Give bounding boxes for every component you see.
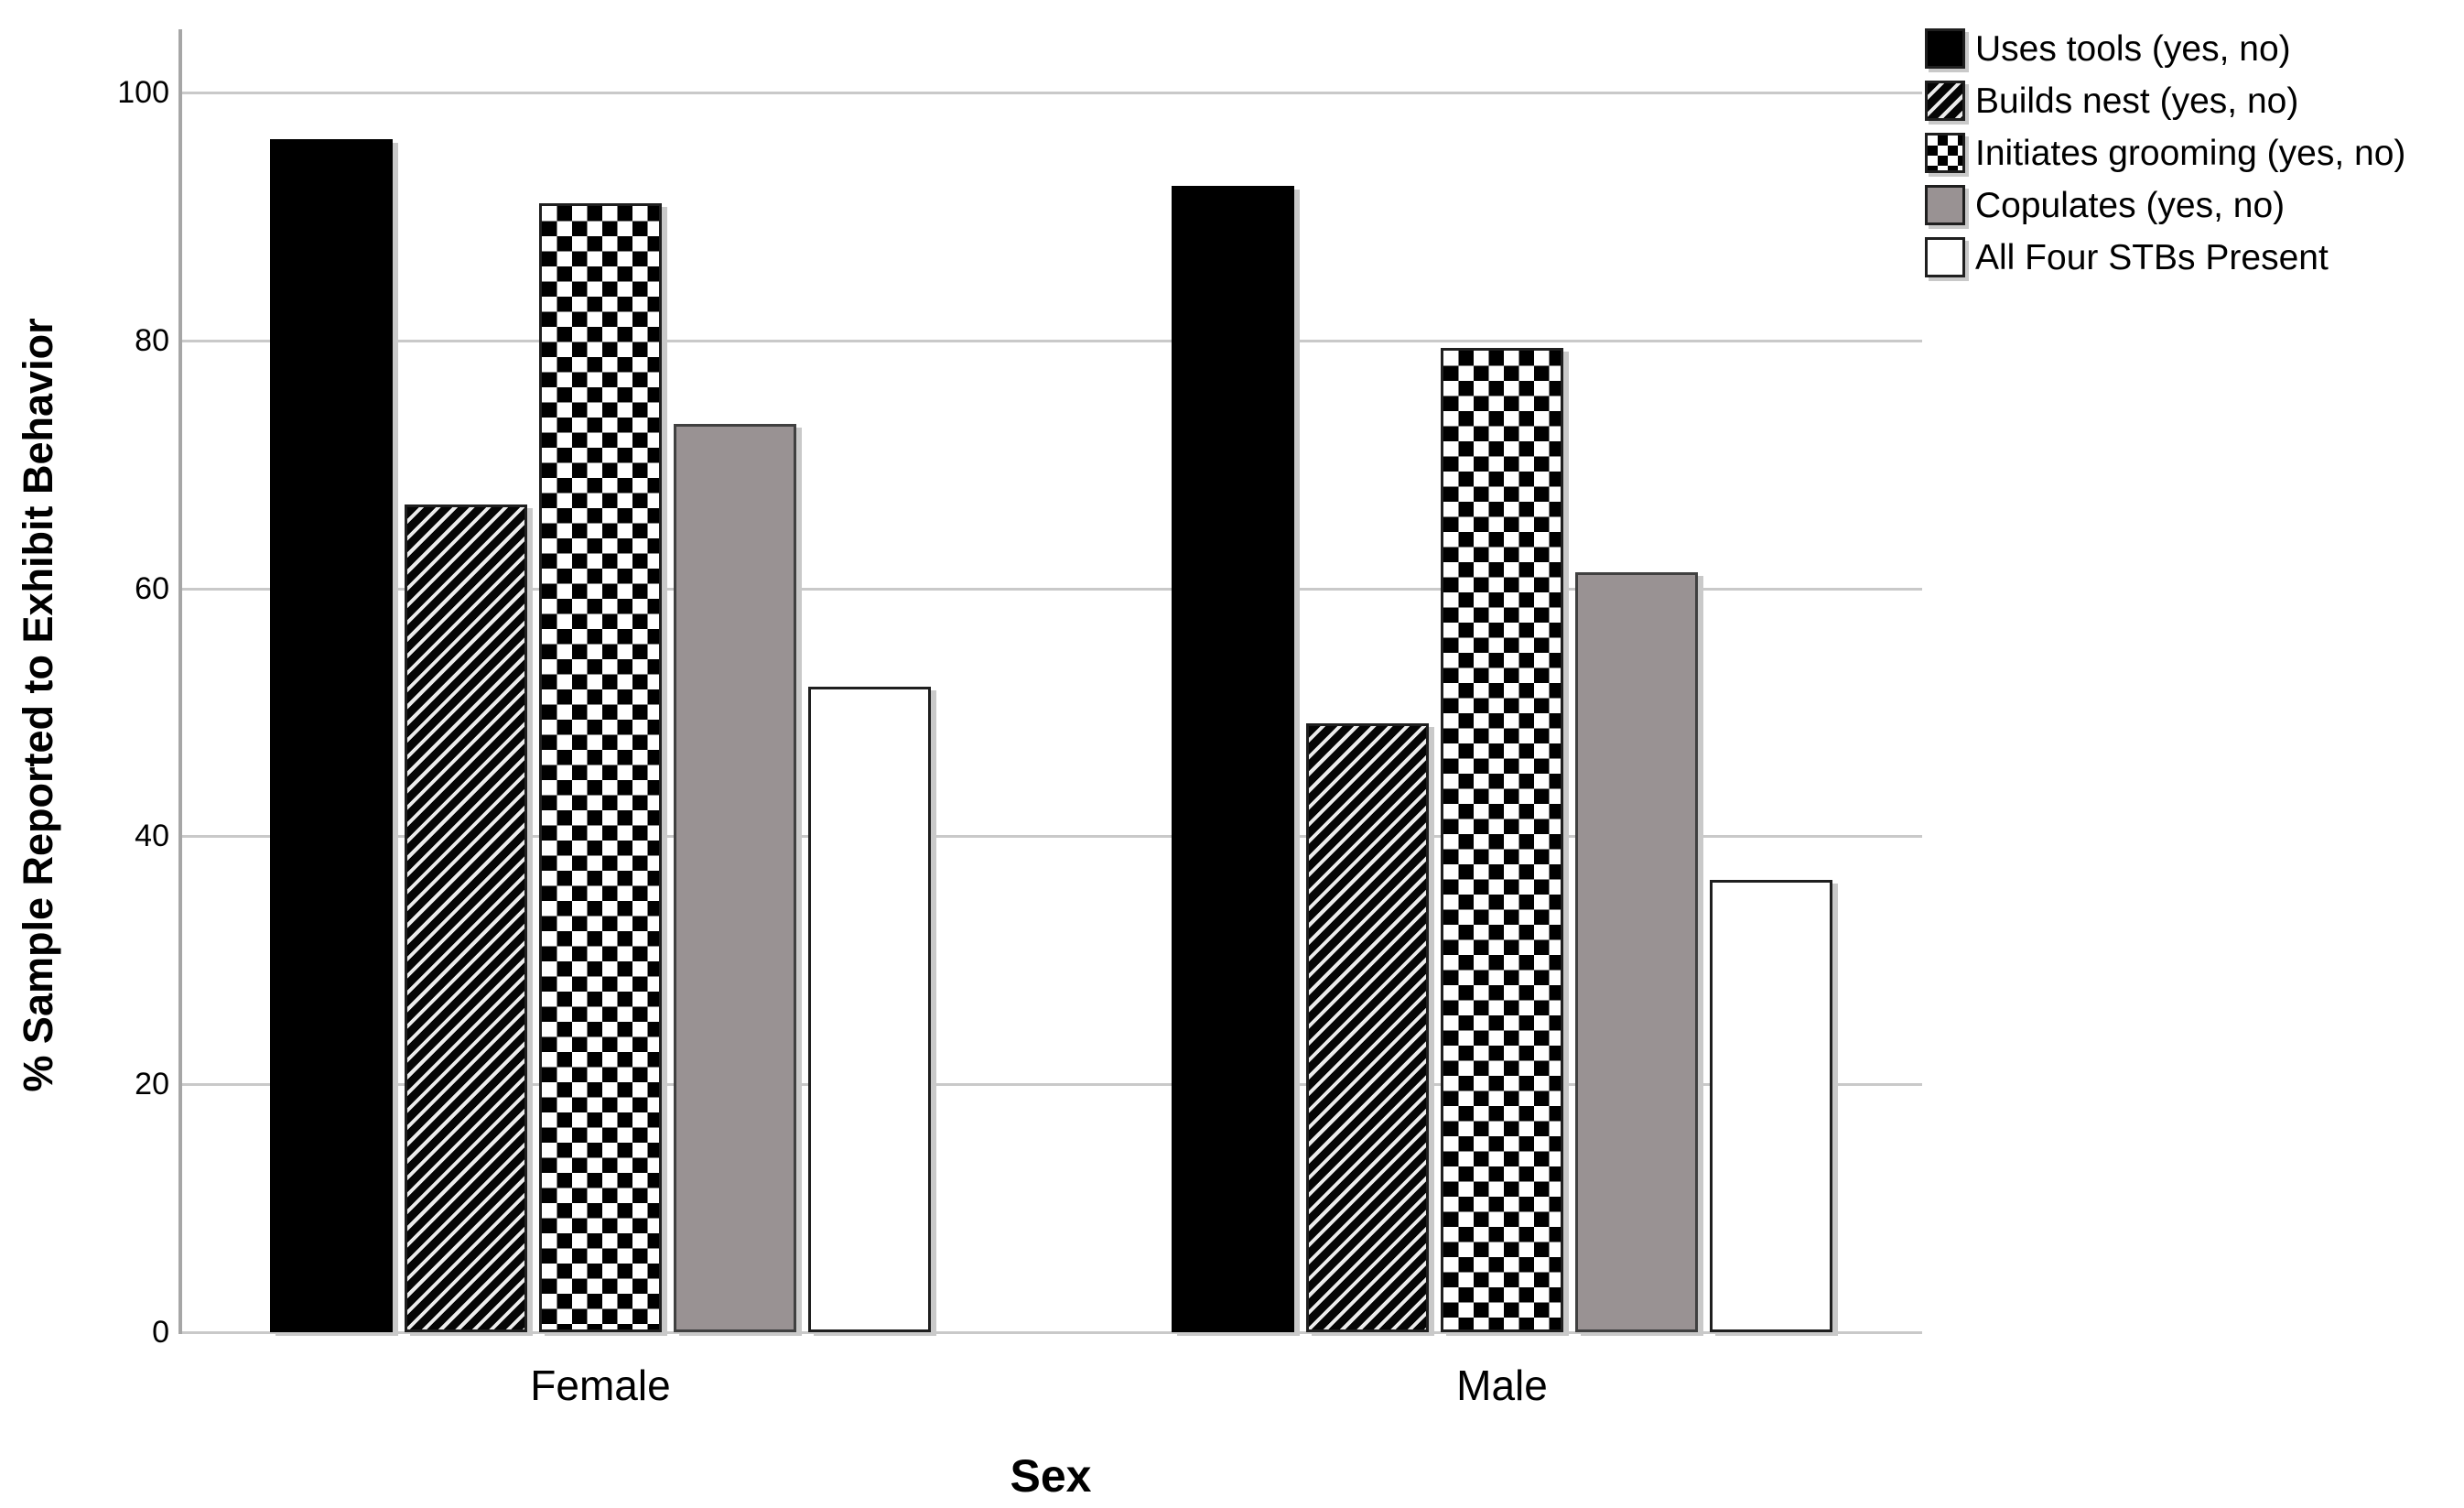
bar-male-solid-white [1710, 880, 1832, 1332]
checkerboard-swatch-icon [1925, 133, 1965, 173]
legend-item: Initiates grooming (yes, no) [1925, 132, 2464, 176]
y-gridline [180, 1083, 1922, 1087]
solid-black-swatch-icon [1925, 28, 1965, 69]
y-gridline [180, 339, 1922, 342]
y-tick-label: 80 [135, 322, 169, 358]
bar-female-solid-black [270, 139, 393, 1332]
y-tick-label: 60 [135, 570, 169, 606]
bar-male-solid-gray [1575, 572, 1698, 1332]
solid-gray-swatch-icon [1925, 185, 1965, 225]
bar-female-solid-white [808, 687, 931, 1332]
y-tick-label: 100 [117, 75, 169, 110]
category-label-male: Male [1456, 1362, 1548, 1409]
legend-item: All Four STBs Present [1925, 236, 2464, 280]
solid-white-swatch-icon [1925, 237, 1965, 277]
y-gridline [180, 587, 1922, 591]
legend-item: Copulates (yes, no) [1925, 184, 2464, 228]
x-axis-title: Sex [1010, 1450, 1092, 1502]
bar-male-solid-black [1172, 186, 1294, 1332]
diagonal-hatch-swatch-icon [1925, 81, 1965, 121]
y-axis-line [178, 29, 182, 1334]
y-gridline [180, 92, 1922, 94]
legend-item-label: Copulates (yes, no) [1975, 186, 2286, 225]
y-tick-label: 0 [152, 1315, 169, 1350]
bar-female-solid-gray [674, 424, 796, 1332]
legend-item: Builds nest (yes, no) [1925, 80, 2464, 124]
legend-item-label: Builds nest (yes, no) [1975, 81, 2299, 121]
category-label-female: Female [530, 1362, 671, 1409]
bar-female-checkerboard [539, 203, 662, 1332]
y-tick-label: 20 [135, 1067, 169, 1102]
y-tick-label: 40 [135, 819, 169, 854]
y-gridline [180, 1331, 1922, 1334]
bar-male-checkerboard [1441, 348, 1563, 1332]
bar-female-diagonal-hatch [405, 504, 527, 1332]
y-axis-title: % Sample Reported to Exhibit Behavior [15, 318, 61, 1092]
legend-item-label: Initiates grooming (yes, no) [1975, 134, 2406, 173]
legend-item-label: All Four STBs Present [1975, 238, 2329, 277]
y-gridline [180, 835, 1922, 839]
bar-male-diagonal-hatch [1306, 723, 1429, 1332]
legend-item-label: Uses tools (yes, no) [1975, 29, 2291, 69]
legend-item: Uses tools (yes, no) [1925, 27, 2464, 71]
